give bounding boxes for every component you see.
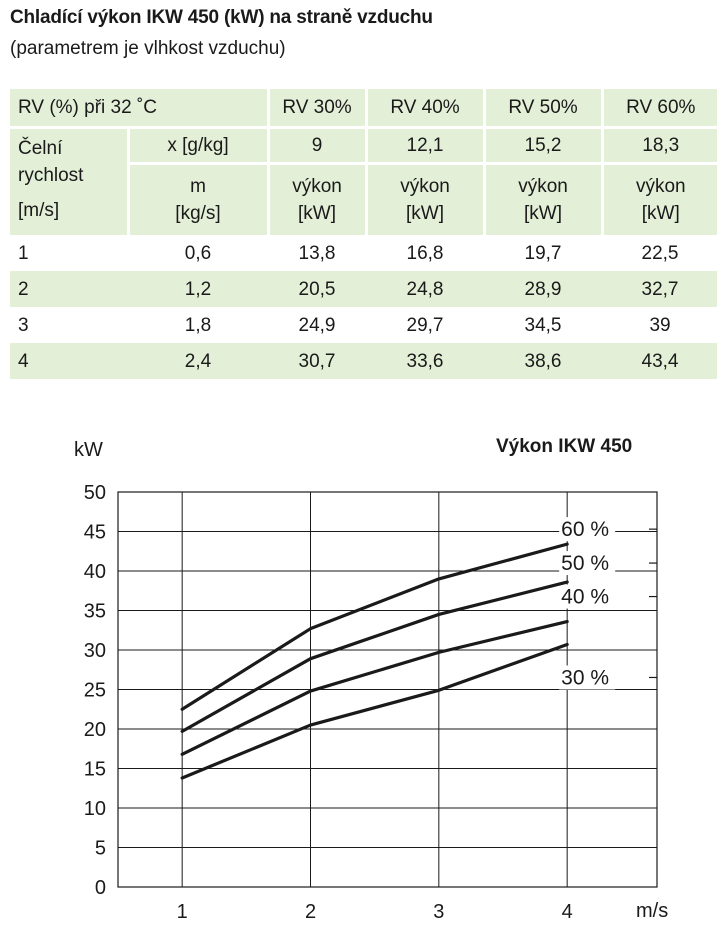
page-subtitle: (parametrem je vlhkost vzduchu) — [10, 38, 286, 59]
x-value-cell: 9 — [266, 127, 367, 164]
x-label-cell: x [g/kg] — [126, 127, 269, 164]
series-line — [180, 642, 569, 780]
table-cell: 1 — [18, 242, 29, 264]
table-cell: 20,5 — [298, 278, 336, 300]
table-x-row: Čelní rychlost [m/s] x [g/kg] 9 12,1 15,… — [10, 127, 717, 221]
series-label: 50 % — [561, 552, 609, 575]
table-cell: 2 — [18, 278, 29, 300]
chart-series: 30 % 40 % 50 % 60 % — [180, 517, 657, 780]
table-row: 2 1,2 20,5 24,8 28,9 32,7 — [10, 271, 717, 307]
power-label-cell: výkon [kW] — [600, 163, 717, 235]
table-cell: 16,8 — [406, 242, 444, 264]
x-tick-label: 1 — [177, 901, 188, 923]
header-cell-rv: RV (%) při 32 ˚C — [18, 97, 158, 118]
table-cell: 43,4 — [641, 350, 679, 372]
power-label-cell: výkon [kW] — [364, 163, 485, 235]
table-cell: 19,7 — [524, 242, 562, 264]
table-cell: 4 — [18, 350, 29, 372]
power-label-line: [kW] — [298, 203, 337, 224]
y-tick-label: 10 — [84, 798, 106, 820]
power-line-chart: 0 5 10 15 20 25 30 35 40 45 50 1 2 3 4 30 % 40 % 50 % 60 … — [74, 439, 668, 923]
chart-ticks: 0 5 10 15 20 25 30 35 40 45 50 1 2 3 4 — [84, 482, 573, 923]
table-row: 4 2,4 30,7 33,6 38,6 43,4 — [10, 343, 717, 379]
table-header-row: RV (%) při 32 ˚C RV 30% RV 40% RV 50% RV… — [10, 89, 717, 128]
y-axis-label: kW — [74, 439, 103, 461]
y-tick-label: 50 — [84, 482, 106, 504]
table-cell: 1,2 — [184, 278, 212, 300]
chart-title: Výkon IKW 450 — [496, 436, 633, 457]
velocity-label-cell: Čelní rychlost [m/s] — [10, 128, 128, 236]
table-cell: 39 — [649, 314, 671, 336]
power-label-cell: výkon [kW] — [266, 163, 367, 235]
velocity-label-line: Čelní — [18, 138, 63, 159]
table-cell: 13,8 — [298, 242, 336, 264]
y-tick-label: 35 — [84, 601, 106, 623]
power-label-cell: výkon [kW] — [482, 163, 603, 235]
header-cell-rv30: RV 30% — [266, 89, 367, 128]
series-line — [180, 619, 569, 756]
x-value-cell: 18,3 — [600, 127, 717, 164]
power-label-line: [kW] — [524, 203, 563, 224]
power-label-line: výkon — [518, 176, 568, 197]
x-tick-label: 4 — [562, 901, 573, 923]
y-tick-label: 40 — [84, 561, 106, 583]
series-label: 30 % — [561, 666, 609, 689]
table-row: 1 0,6 13,8 16,8 19,7 22,5 — [10, 235, 717, 271]
performance-table: RV (%) při 32 ˚C RV 30% RV 40% RV 50% RV… — [10, 89, 717, 379]
table-cell: 24,9 — [298, 314, 336, 336]
table-row: 3 1,8 24,9 29,7 34,5 39 — [10, 307, 717, 343]
table-cell: 1,8 — [184, 314, 212, 336]
mass-label-cell: m [kg/s] — [126, 163, 269, 235]
table-cell: 32,7 — [641, 278, 679, 300]
power-label-line: výkon — [400, 176, 450, 197]
table-cell: 30,7 — [298, 350, 336, 372]
series-label-bg — [559, 551, 616, 576]
power-label-line: [kW] — [641, 203, 680, 224]
table-cell: 29,7 — [406, 314, 444, 336]
x-axis-label: m/s — [636, 900, 668, 922]
x-tick-label: 3 — [433, 901, 444, 923]
x-value-cell: 12,1 — [364, 127, 485, 164]
table-cell: 33,6 — [406, 350, 444, 372]
x-tick-label: 2 — [305, 901, 316, 923]
series-label: 40 % — [561, 586, 609, 609]
table-cell: 22,5 — [641, 242, 679, 264]
series-line — [180, 580, 569, 733]
y-tick-label: 45 — [84, 522, 106, 544]
mass-label-line: [kg/s] — [175, 203, 221, 224]
mass-label-line: m — [190, 176, 206, 197]
velocity-label-line: rychlost — [18, 165, 84, 186]
table-cell: 2,4 — [184, 350, 212, 372]
table-cell: 3 — [18, 314, 29, 336]
table-cell: 34,5 — [524, 314, 562, 336]
x-value-cell: 15,2 — [482, 127, 603, 164]
y-tick-label: 25 — [84, 680, 106, 702]
series-label-bg — [559, 665, 616, 690]
header-cell-rv60: RV 60% — [600, 89, 717, 128]
table-cell: 0,6 — [184, 242, 212, 264]
series-label: 60 % — [561, 518, 609, 541]
table-cell: 38,6 — [524, 350, 562, 372]
power-label-line: [kW] — [406, 203, 445, 224]
table-cell: 24,8 — [406, 278, 444, 300]
power-label-line: výkon — [292, 176, 342, 197]
table-units-row: m [kg/s] výkon [kW] výkon [kW] výkon [kW] v… — [10, 163, 717, 235]
series-label-bg — [559, 517, 616, 542]
power-label-line: výkon — [635, 176, 686, 197]
y-tick-label: 5 — [95, 838, 106, 860]
table-cell: 28,9 — [524, 278, 562, 300]
series-line — [180, 542, 569, 711]
y-tick-label: 0 — [95, 877, 106, 899]
header-cell-rv50: RV 50% — [482, 89, 603, 128]
page-title: Chladící výkon IKW 450 (kW) na straně vz… — [10, 7, 433, 28]
y-tick-label: 30 — [84, 640, 106, 662]
y-tick-label: 15 — [84, 759, 106, 781]
series-label-bg — [559, 584, 616, 609]
velocity-label-line: [m/s] — [18, 200, 60, 221]
chart-grid — [117, 491, 658, 888]
header-cell-rv40: RV 40% — [364, 89, 485, 128]
y-tick-label: 20 — [84, 719, 106, 741]
